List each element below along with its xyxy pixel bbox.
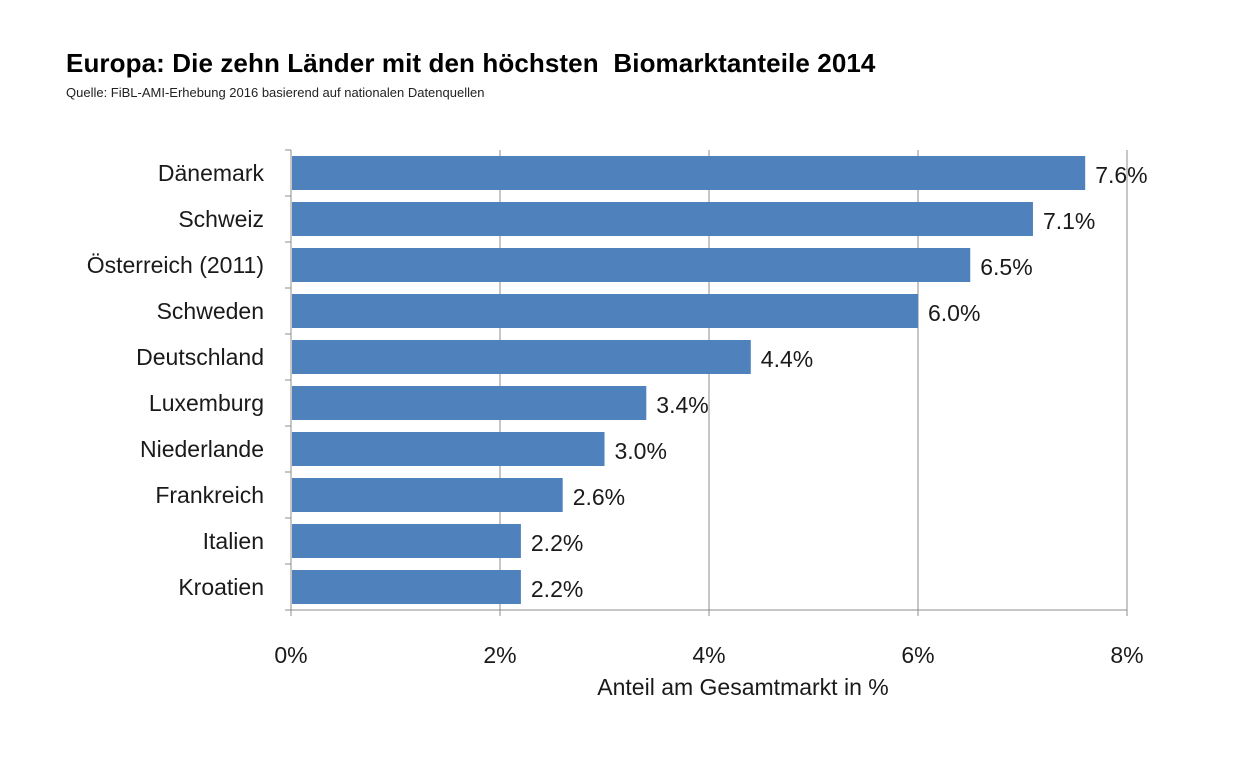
data-label: 3.4% (656, 392, 708, 418)
category-label: Dänemark (158, 160, 265, 186)
category-label: Deutschland (136, 344, 264, 370)
category-label: Frankreich (155, 482, 264, 508)
data-label: 6.0% (928, 300, 980, 326)
bar-3 (292, 294, 918, 328)
category-label: Luxemburg (149, 390, 264, 416)
bar-1 (292, 202, 1033, 236)
data-label: 6.5% (980, 254, 1032, 280)
bar-9 (292, 570, 521, 604)
bar-6 (292, 432, 605, 466)
x-axis-label: Anteil am Gesamtmarkt in % (597, 674, 888, 700)
data-label: 7.6% (1095, 162, 1147, 188)
category-label: Italien (203, 528, 264, 554)
data-label: 4.4% (761, 346, 813, 372)
bar-5 (292, 386, 647, 420)
chart-subtitle: Quelle: FiBL-AMI-Erhebung 2016 basierend… (66, 85, 485, 100)
x-tick-label: 6% (901, 642, 934, 668)
data-label: 2.2% (531, 576, 583, 602)
bar-8 (292, 524, 521, 558)
category-label: Schweden (157, 298, 264, 324)
category-label: Schweiz (178, 206, 264, 232)
data-label: 2.6% (573, 484, 625, 510)
x-tick-label: 0% (274, 642, 307, 668)
chart-title: Europa: Die zehn Länder mit den höchsten… (66, 48, 876, 78)
x-tick-label: 2% (483, 642, 516, 668)
bar-4 (292, 340, 751, 374)
x-tick-label: 4% (692, 642, 725, 668)
category-label: Kroatien (178, 574, 264, 600)
bar-7 (292, 478, 563, 512)
category-label: Niederlande (140, 436, 264, 462)
category-label: Österreich (2011) (87, 252, 264, 278)
bar-2 (292, 248, 971, 282)
x-tick-label: 8% (1110, 642, 1143, 668)
bar-0 (292, 156, 1086, 190)
data-label: 7.1% (1043, 208, 1095, 234)
data-label: 2.2% (531, 530, 583, 556)
data-label: 3.0% (615, 438, 667, 464)
